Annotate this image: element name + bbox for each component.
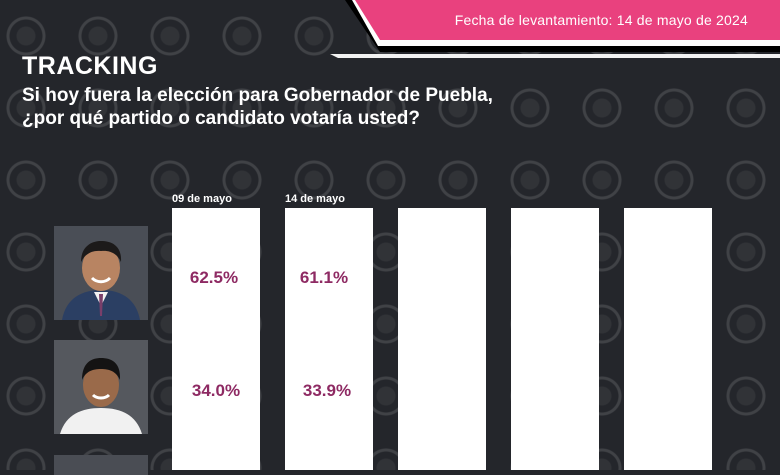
tracking-column-1 bbox=[172, 208, 260, 470]
header-white-line bbox=[330, 54, 780, 58]
tracking-column-2 bbox=[285, 208, 373, 470]
survey-date: Fecha de levantamiento: 14 de mayo de 20… bbox=[454, 12, 748, 28]
question-line-2: ¿por qué partido o candidato votaría ust… bbox=[22, 108, 420, 129]
header-band bbox=[330, 0, 780, 58]
data-label-row1-col1: 62.5% bbox=[189, 268, 239, 287]
candidate-1-portrait-icon bbox=[54, 226, 148, 320]
candidate-1-photo bbox=[54, 226, 148, 320]
page-title: TRACKING bbox=[22, 52, 158, 80]
data-label-row2-col1: 34.0% bbox=[191, 381, 241, 400]
candidate-2-photo bbox=[54, 340, 148, 434]
tracking-column-3 bbox=[398, 208, 486, 470]
question-line-1: Si hoy fuera la elección para Gobernador… bbox=[22, 85, 493, 106]
data-label-row1-col2: 61.1% bbox=[299, 268, 349, 287]
candidate-2-portrait-icon bbox=[54, 340, 148, 434]
column-label-2: 14 de mayo bbox=[285, 193, 345, 205]
data-label-row2-col2: 33.9% bbox=[302, 381, 352, 400]
header-pink-band bbox=[355, 0, 780, 40]
tracking-column-4 bbox=[511, 208, 599, 470]
column-label-1: 09 de mayo bbox=[172, 193, 232, 205]
question: Si hoy fuera la elección para Gobernador… bbox=[22, 84, 493, 130]
tracking-column-5 bbox=[624, 208, 712, 470]
candidate-3-photo-partial bbox=[54, 455, 148, 475]
